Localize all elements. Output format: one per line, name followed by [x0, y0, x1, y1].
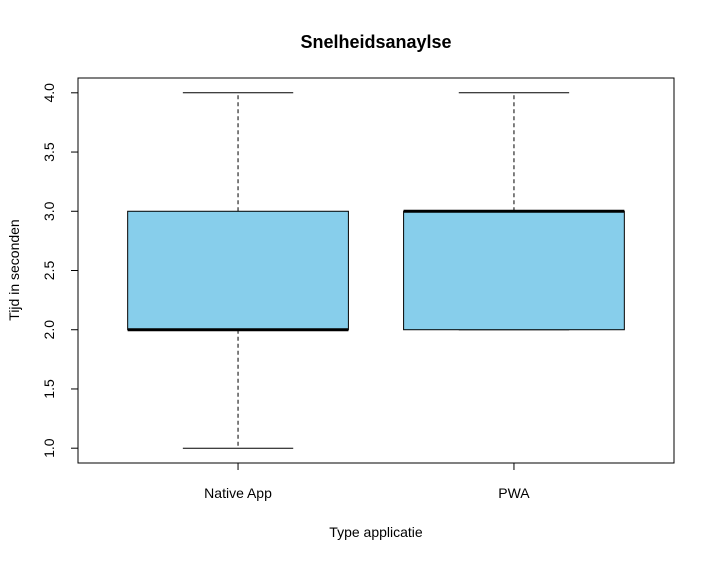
boxes-layer [127, 92, 625, 449]
chart-title: Snelheidsanaylse [300, 32, 451, 52]
x-axis: Native App PWA [204, 462, 530, 501]
y-tick-label: 3.0 [41, 201, 57, 221]
x-tick-label: Native App [204, 485, 272, 501]
box-group [403, 92, 625, 331]
y-axis-label: Tijd in seconden [6, 219, 22, 320]
y-tick-label: 4.0 [41, 83, 57, 103]
y-tick-label: 1.0 [41, 438, 57, 458]
y-tick-label: 1.5 [41, 379, 57, 399]
x-axis-label: Type applicatie [329, 524, 423, 540]
y-tick-label: 2.0 [41, 320, 57, 340]
box-group [127, 92, 349, 449]
x-tick-label: PWA [498, 485, 530, 501]
iqr-box [403, 210, 625, 331]
y-tick-label: 2.5 [41, 261, 57, 281]
y-axis: 1.0 1.5 2.0 2.5 3.0 3.5 4.0 [41, 83, 79, 458]
y-tick-label: 3.5 [41, 142, 57, 162]
iqr-box [127, 210, 349, 331]
